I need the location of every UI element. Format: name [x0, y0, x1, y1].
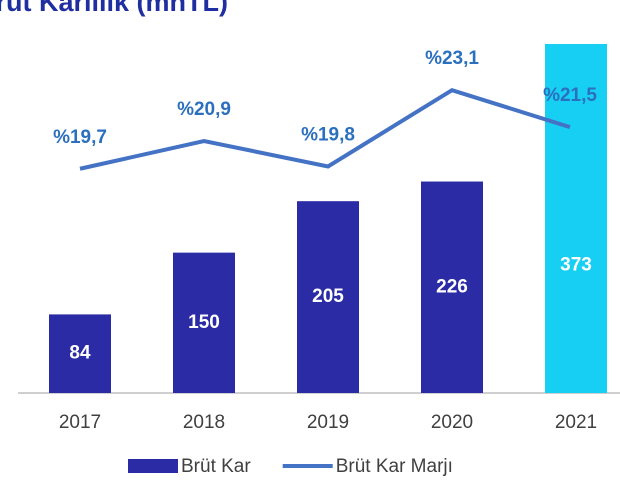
bar-label: 226 — [436, 276, 468, 297]
line-label: %19,7 — [53, 127, 107, 148]
x-tick-label: 2020 — [431, 412, 473, 433]
bar — [421, 181, 483, 393]
x-tick-label: 2018 — [183, 412, 225, 433]
bar — [49, 314, 111, 393]
bar — [173, 252, 235, 393]
line-label: %23,1 — [425, 48, 479, 69]
bar-label: 150 — [188, 312, 220, 333]
line-label: %20,9 — [177, 99, 231, 120]
line-label: %21,5 — [543, 85, 597, 106]
x-tick-label: 2017 — [59, 412, 101, 433]
legend-label: Brüt Kar Marjı — [336, 456, 453, 477]
bar-label: 205 — [312, 286, 344, 307]
bar — [297, 201, 359, 393]
bar-label: 84 — [69, 343, 91, 364]
line — [79, 87, 571, 171]
bar — [545, 43, 607, 393]
x-tick-label: 2019 — [307, 412, 349, 433]
line-label: %19,8 — [301, 124, 355, 145]
x-tick-label: 2021 — [555, 412, 597, 433]
legend-label: Brüt Kar — [181, 456, 251, 477]
chart-title: Brüt Karlılık (mnTL) — [0, 0, 228, 17]
legend-swatch — [128, 459, 178, 473]
bar-label: 373 — [560, 255, 592, 276]
